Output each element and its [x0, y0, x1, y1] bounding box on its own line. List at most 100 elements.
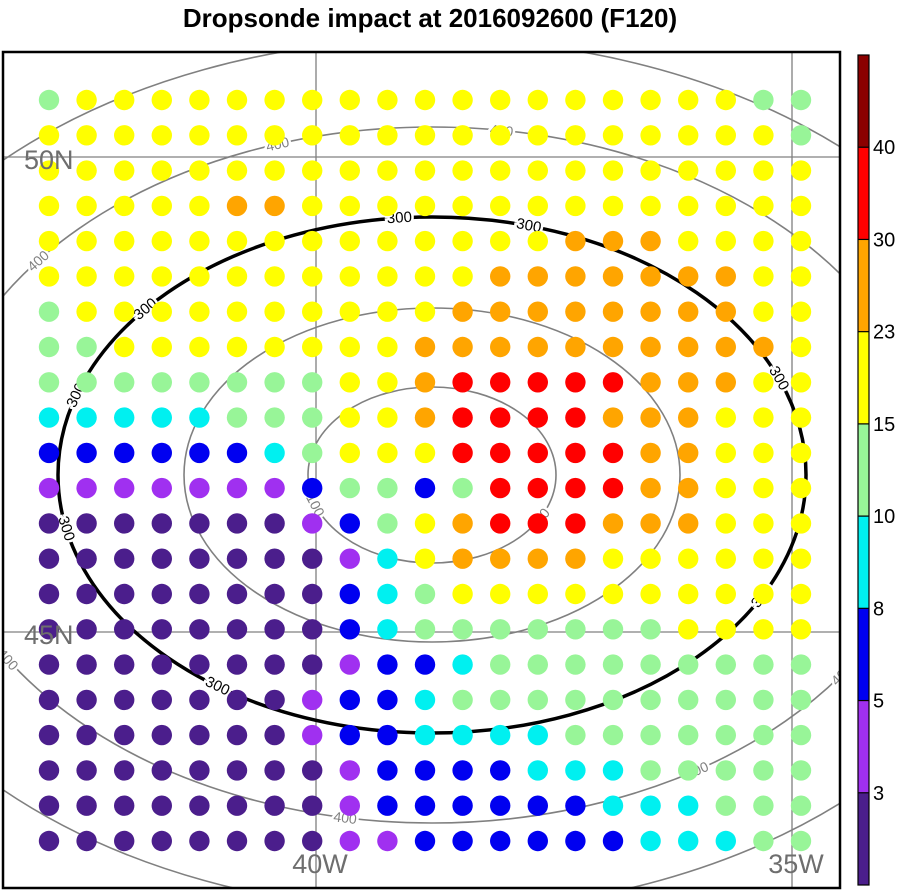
impact-dot [490, 619, 511, 640]
impact-dot [76, 689, 97, 711]
impact-dot [602, 336, 624, 358]
impact-dot [339, 195, 360, 217]
impact-dot [264, 513, 285, 534]
impact-dot [339, 724, 360, 746]
impact-dot [114, 125, 135, 146]
impact-dot [377, 724, 398, 746]
impact-dot [339, 89, 360, 111]
impact-dot [339, 230, 360, 252]
impact-dot [678, 795, 699, 816]
impact-dot [715, 195, 736, 217]
impact-dot [38, 477, 60, 499]
impact-dot [151, 195, 172, 217]
impact-dot [189, 724, 210, 746]
impact-dot [602, 795, 624, 816]
impact-dot [76, 442, 97, 464]
impact-dot [678, 160, 699, 181]
colorbar-swatch [858, 792, 869, 885]
impact-dot [151, 689, 172, 711]
impact-dot [264, 654, 285, 675]
impact-dot [76, 89, 97, 111]
impact-dot [339, 654, 360, 675]
impact-dot [302, 266, 323, 287]
impact-dot [377, 442, 398, 464]
impact-dot [414, 230, 436, 252]
impact-dot [565, 513, 586, 534]
impact-dot [565, 619, 586, 640]
impact-dot [264, 372, 285, 393]
impact-dot [753, 160, 774, 181]
impact-dot [377, 760, 398, 781]
impact-dot [189, 301, 210, 322]
impact-dot [38, 795, 60, 816]
impact-dot [302, 301, 323, 322]
impact-dot [264, 760, 285, 781]
impact-dot [790, 830, 812, 852]
impact-dot [302, 230, 323, 252]
impact-dot [678, 830, 699, 852]
impact-dot [189, 760, 210, 781]
impact-dot [339, 160, 360, 181]
impact-dot [377, 195, 398, 217]
impact-dot [527, 724, 548, 746]
impact-dot [189, 795, 210, 816]
colorbar-tick-label: 23 [873, 322, 895, 344]
impact-dot [302, 654, 323, 675]
impact-dot [565, 583, 586, 605]
impact-dot [339, 619, 360, 640]
impact-dot [678, 230, 699, 252]
chart-title: Dropsonde impact at 2016092600 (F120) [182, 3, 678, 33]
impact-dot [264, 724, 285, 746]
impact-dot [151, 795, 172, 816]
impact-dot [76, 195, 97, 217]
impact-dot [76, 795, 97, 816]
impact-dot [640, 619, 661, 640]
impact-dot [490, 230, 511, 252]
impact-dot [264, 195, 285, 217]
impact-dot [151, 548, 172, 569]
impact-dot [151, 89, 172, 111]
impact-dot [490, 795, 511, 816]
impact-dot [753, 654, 774, 675]
impact-dot [452, 160, 473, 181]
impact-dot [790, 230, 812, 252]
impact-dot [339, 372, 360, 393]
impact-dot [715, 583, 736, 605]
impact-dot [527, 795, 548, 816]
impact-dot [339, 442, 360, 464]
impact-dot [114, 689, 135, 711]
impact-dot [715, 760, 736, 781]
impact-dot [490, 724, 511, 746]
impact-dot [38, 407, 60, 428]
impact-dot [715, 830, 736, 852]
impact-dot [452, 442, 473, 464]
impact-dot [565, 160, 586, 181]
impact-dot [151, 372, 172, 393]
impact-dot [302, 548, 323, 569]
impact-dot [414, 724, 436, 746]
impact-dot [302, 830, 323, 852]
impact-dot [527, 760, 548, 781]
impact-dot [490, 583, 511, 605]
latitude-label: 45N [24, 620, 74, 650]
impact-dot [678, 760, 699, 781]
impact-dot [753, 195, 774, 217]
impact-dot [565, 760, 586, 781]
impact-dot [264, 689, 285, 711]
impact-dot [678, 266, 699, 287]
impact-dot [640, 89, 661, 111]
impact-dot [189, 195, 210, 217]
impact-dot [339, 583, 360, 605]
impact-dot [527, 689, 548, 711]
impact-dot [226, 654, 248, 675]
impact-dot [753, 89, 774, 111]
impact-dot [76, 266, 97, 287]
impact-dot [640, 795, 661, 816]
plot-frame [1, 50, 842, 890]
impact-dot [753, 301, 774, 322]
impact-dot [490, 301, 511, 322]
impact-dot [490, 160, 511, 181]
impact-dot [226, 477, 248, 499]
impact-dot [151, 125, 172, 146]
impact-dot [527, 125, 548, 146]
